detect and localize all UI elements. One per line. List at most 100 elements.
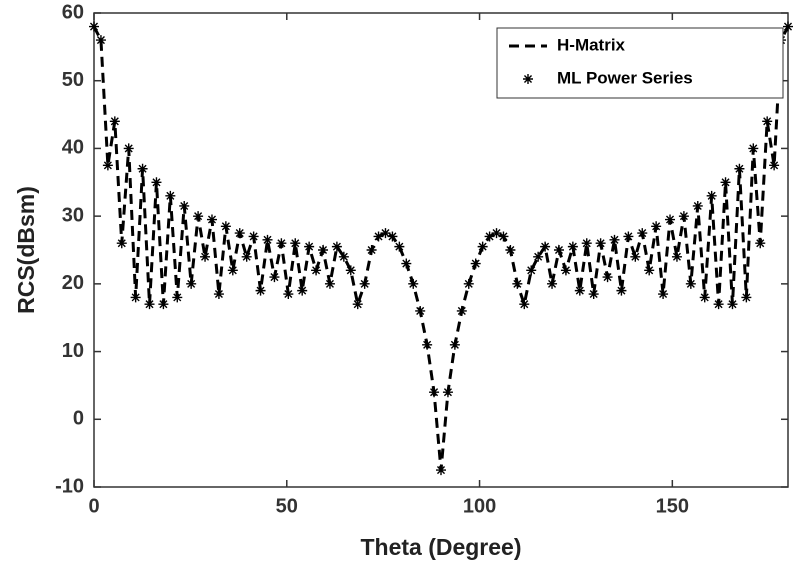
data-point [519,299,530,310]
x-axis-label: Theta (Degree) [360,534,521,560]
data-point [658,289,669,300]
data-point [165,190,176,201]
data-point [574,285,585,296]
data-point [595,238,606,249]
data-point [380,228,391,239]
data-point [588,289,599,300]
data-point [137,163,148,174]
data-point [713,299,724,310]
data-point [144,299,155,310]
x-tick-label: 100 [463,495,496,517]
data-point [463,278,474,289]
data-point [685,278,696,289]
data-point [373,231,384,242]
data-point [297,285,308,296]
data-point [345,265,356,276]
legend-swatch [523,74,533,84]
data-point [227,265,238,276]
data-point [727,299,738,310]
data-point [269,272,280,283]
x-tick-label: 150 [656,495,689,517]
data-point [567,241,578,252]
data-point [769,160,780,171]
legend-box [496,27,784,99]
data-point [651,221,662,232]
data-point [311,265,322,276]
data-point [671,251,682,262]
data-point [505,245,516,255]
data-point [637,228,648,239]
data-point [352,299,363,310]
data-point [547,278,558,289]
data-point [602,272,613,283]
data-point [408,278,419,289]
data-point [200,251,211,262]
data-point [720,177,731,188]
data-point [533,251,544,262]
data-point [442,387,453,398]
data-point [366,245,377,255]
y-tick-label: 30 [62,204,84,226]
data-point [762,116,773,127]
data-point [706,190,717,201]
y-tick-label: 50 [62,69,84,91]
data-point [526,265,537,276]
data-point [304,241,315,252]
y-tick-label: 40 [62,137,84,159]
data-point [324,278,335,289]
data-point [741,292,752,303]
y-tick-label: 20 [62,272,84,294]
data-point [456,305,467,316]
plot-frame [93,12,789,488]
legend-label: H-Matrix [557,35,626,54]
data-point [616,285,627,296]
x-tick-label: 50 [276,495,298,517]
data-point [783,21,793,32]
data-point [262,234,273,245]
data-point [172,292,183,303]
data-point [491,228,502,239]
data-point [123,143,134,154]
data-point [401,258,412,269]
data-point [95,35,106,46]
data-point [130,292,141,303]
y-tick-label: 60 [62,1,84,23]
data-point [415,305,426,316]
data-point [89,21,99,32]
data-point [241,251,252,262]
data-point [734,163,745,174]
data-point [422,339,433,350]
data-point [186,278,197,289]
data-point [609,234,620,245]
y-axis-label: RCS(dBsm) [13,186,39,314]
data-point [283,289,294,300]
data-point [581,238,592,249]
data-point [553,245,564,255]
data-point [498,231,509,242]
x-tick-label: 0 [88,495,99,517]
data-point [477,241,488,252]
data-point [255,285,266,296]
data-point [436,465,446,476]
data-point [394,241,405,252]
data-point [234,228,245,239]
data-point [318,245,329,255]
data-point [213,289,224,300]
data-point [290,238,301,249]
data-point [678,211,689,222]
data-point [151,177,162,188]
data-point [470,258,481,269]
data-point [179,200,190,211]
data-point [193,211,204,222]
data-point [248,231,259,242]
data-point [116,238,127,249]
data-point [276,238,287,249]
data-point [102,160,113,171]
data-point [692,200,703,211]
data-point [429,387,440,398]
data-point [755,238,766,249]
y-tick-label: -10 [55,475,84,497]
data-point [630,251,641,262]
data-point [359,278,370,289]
